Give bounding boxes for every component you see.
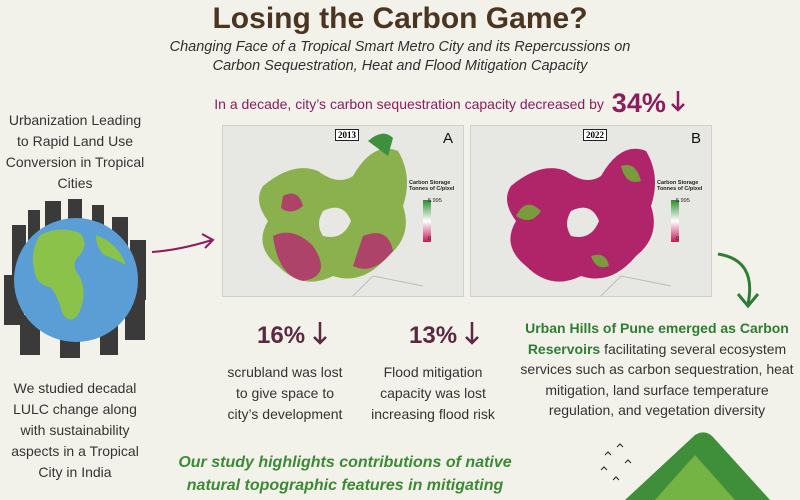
legend-ramp: [423, 200, 431, 242]
panel-label: B: [690, 130, 701, 147]
right-text: Urban Hills of Pune emerged as Carbon Re…: [516, 318, 798, 421]
legend-max: 5.995: [428, 198, 442, 204]
legend-ramp: [671, 200, 679, 242]
body-text: facilitating several ecosystem services …: [520, 340, 794, 419]
globe-city-illustration: [4, 199, 146, 358]
panel-label: A: [442, 130, 453, 147]
legend-max: 5.995: [676, 198, 690, 204]
title: Losing the Carbon Game?: [212, 2, 588, 35]
stat-number: 16%: [257, 322, 306, 349]
stat-value: 13%: [409, 320, 480, 350]
stat-text: Flood mitigation capacity was lost incre…: [371, 364, 495, 422]
down-arrow: [464, 322, 479, 345]
map-year: 2013: [335, 129, 359, 141]
green-arrow: [717, 252, 760, 309]
map-a: 2013 A Carbon Storage Tonnes of C/pixel …: [222, 125, 464, 297]
mountain-illustration: [600, 432, 770, 500]
legend-min: 0: [428, 236, 432, 242]
headline: In a decade, city’s carbon sequestration…: [180, 88, 720, 119]
headline-text: In a decade, city’s carbon sequestration…: [214, 96, 604, 112]
down-arrow: [312, 322, 327, 345]
map-b: 2022 B Carbon Storage Tonnes of C/pixel …: [470, 125, 712, 297]
stat-text: scrubland was lost to give space to city…: [227, 364, 343, 422]
map-a-graphic: [259, 133, 424, 296]
subtitle: Changing Face of a Tropical Smart Metro …: [169, 39, 631, 74]
legend-title: Carbon Storage Tonnes of C/pixel: [409, 180, 455, 192]
legend-min: 0: [676, 236, 680, 242]
left-bottom-text: We studied decadal LULC change along wit…: [11, 380, 139, 480]
stat-value: 16%: [257, 320, 328, 350]
stat-number: 13%: [409, 322, 458, 349]
map-year: 2022: [583, 129, 607, 141]
arrow: [151, 233, 215, 253]
highlight: Urban Hills of Pune emerged as Carbon Re…: [525, 320, 789, 357]
left-top-text: Urbanization Leading to Rapid Land Use C…: [5, 112, 145, 191]
map-b-graphic: [507, 148, 672, 296]
down-arrow: [670, 91, 685, 112]
legend-title: Carbon Storage Tonnes of C/pixel: [657, 180, 703, 192]
footer-text: Our study highlights contributions of na…: [178, 454, 512, 494]
headline-value: 34%: [611, 88, 666, 118]
